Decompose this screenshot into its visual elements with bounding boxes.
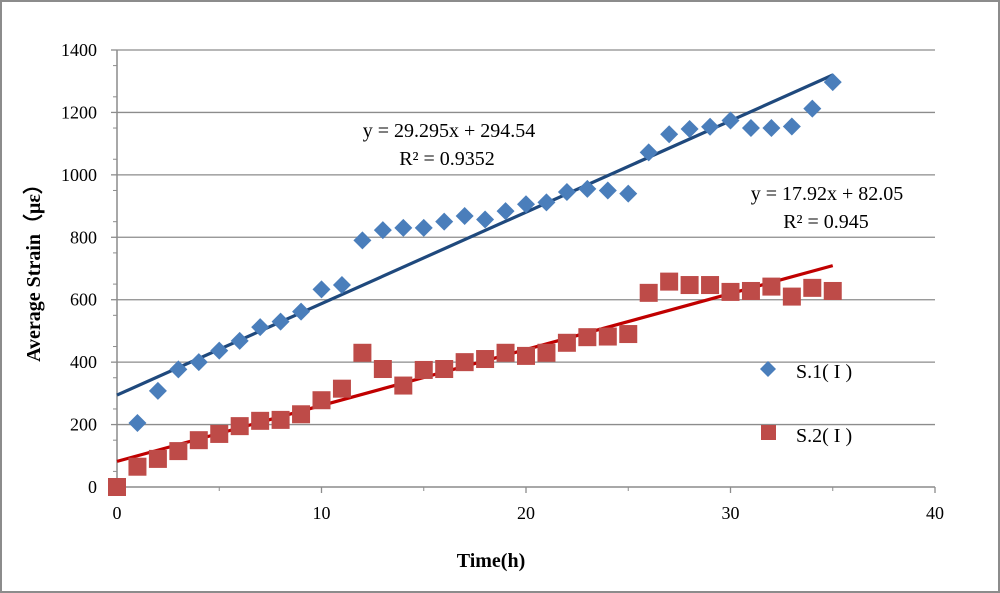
s2-point [414,360,433,379]
s2-point [721,282,740,301]
s1-equation: y = 29.295x + 294.54 [363,120,536,142]
ytick-label-1000: 1000 [61,165,97,185]
s2-point [762,277,781,296]
xtick-label-0: 0 [113,503,122,523]
s1-point [578,179,597,198]
s2-point [741,281,760,300]
s2-point [619,325,638,344]
xtick-label-40: 40 [926,503,944,523]
s1-point [782,117,801,136]
s1-point [332,276,351,295]
s1-point [414,218,433,237]
s1-point [169,360,188,379]
s2-point [782,287,801,306]
s2-point [332,379,351,398]
s1-point [373,221,392,240]
xtick-label-20: 20 [517,503,535,523]
s1-point [210,341,229,360]
ytick-label-1400: 1400 [61,40,97,60]
s1-point [598,181,617,200]
s2-point [517,346,535,365]
tick-labels: 0 200 400 600 800 1000 1200 1400 0 10 20 30 40 [61,40,944,523]
s2-point [639,283,658,302]
s2-point [660,272,679,291]
legend-label-s2: S.2( I ) [796,425,852,447]
s2-point [537,343,556,362]
s2-r-squared: R² = 0.945 [783,211,869,233]
s2-point [312,391,331,410]
legend-label-s1: S.1( I ) [796,361,852,383]
s1-point [639,143,658,162]
s1-point [680,119,699,138]
s2-point [803,278,822,297]
s1-point [435,212,454,231]
s1-point [721,111,740,130]
s2-point [148,449,167,468]
s2-point [476,350,495,369]
s1-point [251,318,270,337]
s2-point [823,281,842,300]
s1-r-squared: R² = 0.9352 [399,148,495,170]
s2-point [435,360,454,379]
s2-point [578,328,597,347]
s2-point [189,431,208,450]
s1-point [496,202,515,221]
s1-point [292,302,311,321]
s1-point [660,125,679,144]
s2-point [496,343,515,362]
ytick-label-600: 600 [70,290,97,310]
s1-point [271,312,290,331]
s2-point [251,411,270,430]
s2-point [210,424,229,443]
s2-point [230,417,249,436]
legend: S.1( I ) S.2( I ) [760,361,852,447]
x-axis-title: Time(h) [457,550,526,572]
s1-point [230,331,249,350]
ytick-label-800: 800 [70,227,97,247]
s1-point [762,119,781,138]
axes [111,49,936,493]
s2-point [598,327,617,346]
s2-point [455,353,474,372]
ytick-label-1200: 1200 [61,102,97,122]
s2-point [701,276,720,295]
legend-marker-s1 [760,361,776,377]
s2-point [394,376,413,395]
s2-point [353,343,372,362]
s1-point [128,414,147,433]
s2-equation: y = 17.92x + 82.05 [751,183,904,205]
s2-point [557,333,576,352]
s1-point [823,73,842,92]
ytick-label-400: 400 [70,352,97,372]
s2-point [292,405,311,424]
ytick-label-0: 0 [88,477,97,497]
s2-point [680,276,699,295]
s1-point [148,381,167,400]
s1-point [353,231,372,250]
s1-point [803,99,822,118]
s1-point [619,184,638,203]
s1-point [312,280,331,299]
s1-point [189,353,208,372]
s1-point [537,193,556,212]
s2-point [373,360,392,379]
xtick-label-30: 30 [722,503,740,523]
ytick-label-200: 200 [70,415,97,435]
s1-point [701,117,720,136]
s1-point [394,218,413,237]
y-axis-title: Average Strain（με） [22,174,45,362]
s2-point [271,410,290,429]
s1-point [455,207,474,226]
s1-point [517,195,535,214]
s2-point [169,442,188,461]
legend-marker-s2 [761,425,776,440]
s2-point [108,478,126,496]
s1-point [741,119,760,138]
s1-point [557,183,576,202]
s2-point [128,457,147,476]
s1-point [476,210,495,229]
xtick-label-10: 10 [313,503,331,523]
data-points [108,73,842,496]
